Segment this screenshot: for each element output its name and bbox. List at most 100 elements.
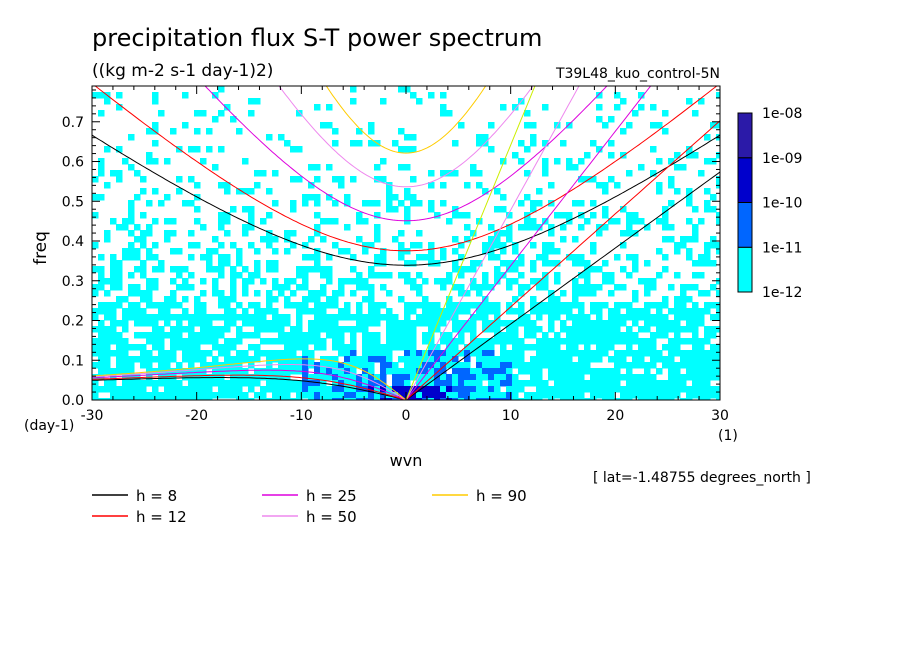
spectrum-cell — [296, 266, 303, 273]
spectrum-cell — [146, 392, 153, 399]
spectrum-cell — [494, 320, 501, 327]
spectrum-cell — [320, 218, 327, 225]
spectrum-cell — [578, 368, 585, 375]
spectrum-cell — [656, 392, 663, 399]
spectrum-cell — [536, 344, 543, 351]
spectrum-cell — [134, 386, 141, 393]
spectrum-cell — [428, 242, 435, 249]
spectrum-cell — [644, 374, 651, 381]
spectrum-cell — [212, 92, 219, 99]
spectrum-cell — [518, 200, 525, 207]
spectrum-cell — [656, 248, 663, 255]
spectrum-cell — [650, 170, 657, 177]
spectrum-cell — [620, 302, 627, 309]
spectrum-cell — [290, 332, 297, 339]
spectrum-cell — [104, 332, 111, 339]
spectrum-cell — [500, 368, 507, 375]
spectrum-cell — [104, 314, 111, 321]
spectrum-cell — [680, 386, 687, 393]
spectrum-cell — [272, 266, 279, 273]
x-tick-label: 30 — [711, 408, 729, 424]
spectrum-cell — [224, 338, 231, 345]
spectrum-cell — [530, 260, 537, 267]
spectrum-cell — [710, 326, 717, 333]
spectrum-cell — [320, 122, 327, 129]
spectrum-cell — [440, 332, 447, 339]
spectrum-cell — [512, 242, 519, 249]
spectrum-cell — [140, 236, 147, 243]
spectrum-cell — [470, 260, 477, 267]
spectrum-cell — [554, 314, 561, 321]
spectrum-cell — [614, 368, 621, 375]
spectrum-cell — [356, 326, 363, 333]
spectrum-cell — [164, 398, 171, 400]
spectrum-cell — [320, 398, 327, 400]
spectrum-cell — [488, 380, 495, 387]
spectrum-cell — [542, 272, 549, 279]
spectrum-cell — [122, 248, 129, 255]
spectrum-cell — [416, 98, 423, 105]
spectrum-cell — [338, 392, 345, 399]
spectrum-cell — [242, 368, 249, 375]
spectrum-cell — [590, 398, 597, 400]
spectrum-cell — [482, 368, 489, 375]
spectrum-cell — [674, 326, 681, 333]
spectrum-cell — [152, 284, 159, 291]
spectrum-cell — [302, 350, 309, 357]
spectrum-cell — [404, 320, 411, 327]
spectrum-cell — [230, 296, 237, 303]
spectrum-cell — [398, 200, 405, 207]
spectrum-cell — [266, 212, 273, 219]
spectrum-cell — [338, 248, 345, 255]
spectrum-cell — [170, 374, 177, 381]
spectrum-cell — [386, 398, 393, 400]
spectrum-cell — [392, 326, 399, 333]
spectrum-cell — [116, 296, 123, 303]
spectrum-cell — [542, 350, 549, 357]
y-tick-label: 0.4 — [62, 234, 84, 250]
spectrum-cell — [236, 314, 243, 321]
spectrum-cell — [284, 284, 291, 291]
spectrum-cell — [248, 302, 255, 309]
spectrum-cell — [500, 362, 507, 369]
spectrum-cell — [716, 398, 720, 400]
spectrum-cell — [188, 176, 195, 183]
spectrum-cell — [644, 302, 651, 309]
spectrum-cell — [326, 272, 333, 279]
spectrum-cell — [296, 308, 303, 315]
spectrum-cell — [104, 350, 111, 357]
spectrum-cell — [446, 362, 453, 369]
spectrum-cell — [200, 302, 207, 309]
spectrum-cell — [542, 170, 549, 177]
spectrum-cell — [488, 398, 495, 400]
spectrum-cell — [428, 248, 435, 255]
spectrum-cell — [230, 308, 237, 315]
spectrum-cell — [380, 344, 387, 351]
spectrum-cell — [428, 344, 435, 351]
spectrum-cell — [692, 152, 699, 159]
spectrum-cell — [194, 296, 201, 303]
spectrum-cell — [542, 260, 549, 267]
spectrum-cell — [260, 320, 267, 327]
spectrum-cell — [332, 380, 339, 387]
spectrum-cell — [206, 260, 213, 267]
spectrum-cell — [392, 338, 399, 345]
spectrum-cell — [578, 290, 585, 297]
spectrum-cell — [404, 362, 411, 369]
spectrum-cell — [698, 308, 705, 315]
spectrum-cell — [674, 344, 681, 351]
spectrum-cell — [506, 374, 513, 381]
spectrum-cell — [542, 392, 549, 399]
spectrum-cell — [170, 266, 177, 273]
spectrum-cell — [632, 290, 639, 297]
spectrum-cell — [422, 254, 429, 261]
spectrum-cell — [416, 314, 423, 321]
spectrum-cell — [338, 344, 345, 351]
spectrum-cell — [362, 248, 369, 255]
spectrum-cell — [632, 212, 639, 219]
spectrum-cell — [392, 236, 399, 243]
spectrum-cell — [626, 254, 633, 261]
spectrum-cell — [368, 398, 375, 400]
spectrum-cell — [656, 368, 663, 375]
spectrum-cell — [422, 296, 429, 303]
